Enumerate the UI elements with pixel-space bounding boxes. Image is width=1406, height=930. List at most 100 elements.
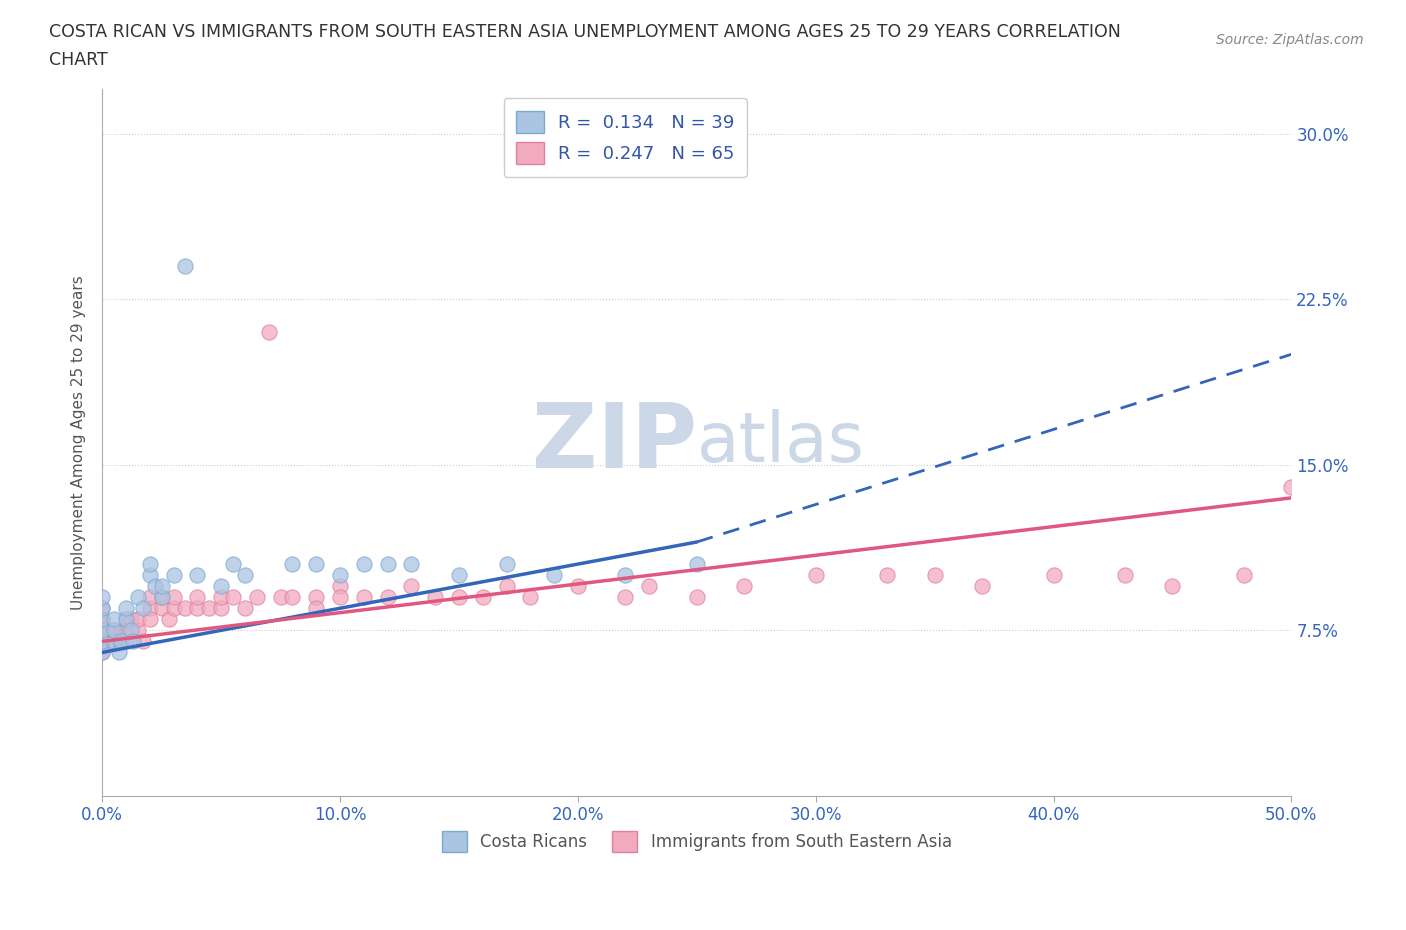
Point	[186, 601, 208, 616]
Point	[543, 567, 565, 582]
Point	[139, 601, 162, 616]
Point	[150, 578, 173, 593]
Point	[115, 634, 138, 649]
Point	[567, 578, 589, 593]
Point	[174, 259, 197, 273]
Point	[174, 601, 197, 616]
Point	[305, 557, 328, 572]
Point	[209, 590, 232, 604]
Point	[186, 567, 208, 582]
Point	[198, 601, 221, 616]
Point	[329, 590, 352, 604]
Point	[519, 590, 541, 604]
Point	[686, 590, 709, 604]
Point	[1114, 567, 1136, 582]
Point	[91, 623, 114, 638]
Point	[495, 557, 517, 572]
Point	[91, 623, 114, 638]
Point	[401, 578, 423, 593]
Point	[91, 601, 114, 616]
Point	[91, 612, 114, 627]
Point	[447, 567, 470, 582]
Point	[270, 590, 292, 604]
Point	[108, 634, 131, 649]
Point	[804, 567, 827, 582]
Point	[876, 567, 898, 582]
Point	[139, 612, 162, 627]
Point	[91, 612, 114, 627]
Point	[120, 612, 142, 627]
Text: COSTA RICAN VS IMMIGRANTS FROM SOUTH EASTERN ASIA UNEMPLOYMENT AMONG AGES 25 TO : COSTA RICAN VS IMMIGRANTS FROM SOUTH EAS…	[49, 23, 1121, 41]
Point	[614, 567, 637, 582]
Point	[115, 612, 138, 627]
Point	[150, 590, 173, 604]
Point	[233, 601, 256, 616]
Point	[91, 590, 114, 604]
Point	[638, 578, 661, 593]
Point	[150, 601, 173, 616]
Point	[329, 578, 352, 593]
Text: atlas: atlas	[697, 409, 865, 476]
Point	[139, 557, 162, 572]
Point	[91, 634, 114, 649]
Point	[103, 634, 125, 649]
Point	[91, 645, 114, 660]
Point	[924, 567, 946, 582]
Point	[614, 590, 637, 604]
Point	[353, 557, 375, 572]
Point	[127, 590, 149, 604]
Point	[139, 567, 162, 582]
Point	[281, 590, 304, 604]
Point	[157, 612, 180, 627]
Point	[1279, 479, 1302, 494]
Point	[150, 590, 173, 604]
Point	[425, 590, 447, 604]
Point	[115, 623, 138, 638]
Point	[186, 590, 208, 604]
Point	[122, 634, 145, 649]
Point	[222, 590, 245, 604]
Point	[972, 578, 994, 593]
Point	[108, 645, 131, 660]
Point	[103, 623, 125, 638]
Point	[329, 567, 352, 582]
Legend: Costa Ricans, Immigrants from South Eastern Asia: Costa Ricans, Immigrants from South East…	[436, 825, 959, 858]
Text: ZIP: ZIP	[531, 399, 697, 486]
Y-axis label: Unemployment Among Ages 25 to 29 years: Unemployment Among Ages 25 to 29 years	[72, 275, 86, 610]
Point	[377, 590, 399, 604]
Point	[1161, 578, 1184, 593]
Point	[120, 623, 142, 638]
Point	[471, 590, 494, 604]
Point	[305, 601, 328, 616]
Point	[257, 325, 280, 339]
Point	[91, 612, 114, 627]
Point	[91, 601, 114, 616]
Point	[246, 590, 269, 604]
Point	[1233, 567, 1256, 582]
Text: CHART: CHART	[49, 51, 108, 69]
Point	[103, 634, 125, 649]
Point	[162, 601, 184, 616]
Point	[209, 601, 232, 616]
Point	[162, 590, 184, 604]
Point	[115, 612, 138, 627]
Point	[110, 634, 132, 649]
Point	[103, 623, 125, 638]
Point	[131, 601, 153, 616]
Point	[377, 557, 399, 572]
Point	[447, 590, 470, 604]
Point	[127, 623, 149, 638]
Point	[139, 590, 162, 604]
Point	[162, 567, 184, 582]
Point	[305, 590, 328, 604]
Point	[1042, 567, 1064, 582]
Point	[209, 578, 232, 593]
Text: Source: ZipAtlas.com: Source: ZipAtlas.com	[1216, 33, 1364, 46]
Point	[131, 634, 153, 649]
Point	[686, 557, 709, 572]
Point	[233, 567, 256, 582]
Point	[91, 634, 114, 649]
Point	[91, 623, 114, 638]
Point	[91, 634, 114, 649]
Point	[115, 601, 138, 616]
